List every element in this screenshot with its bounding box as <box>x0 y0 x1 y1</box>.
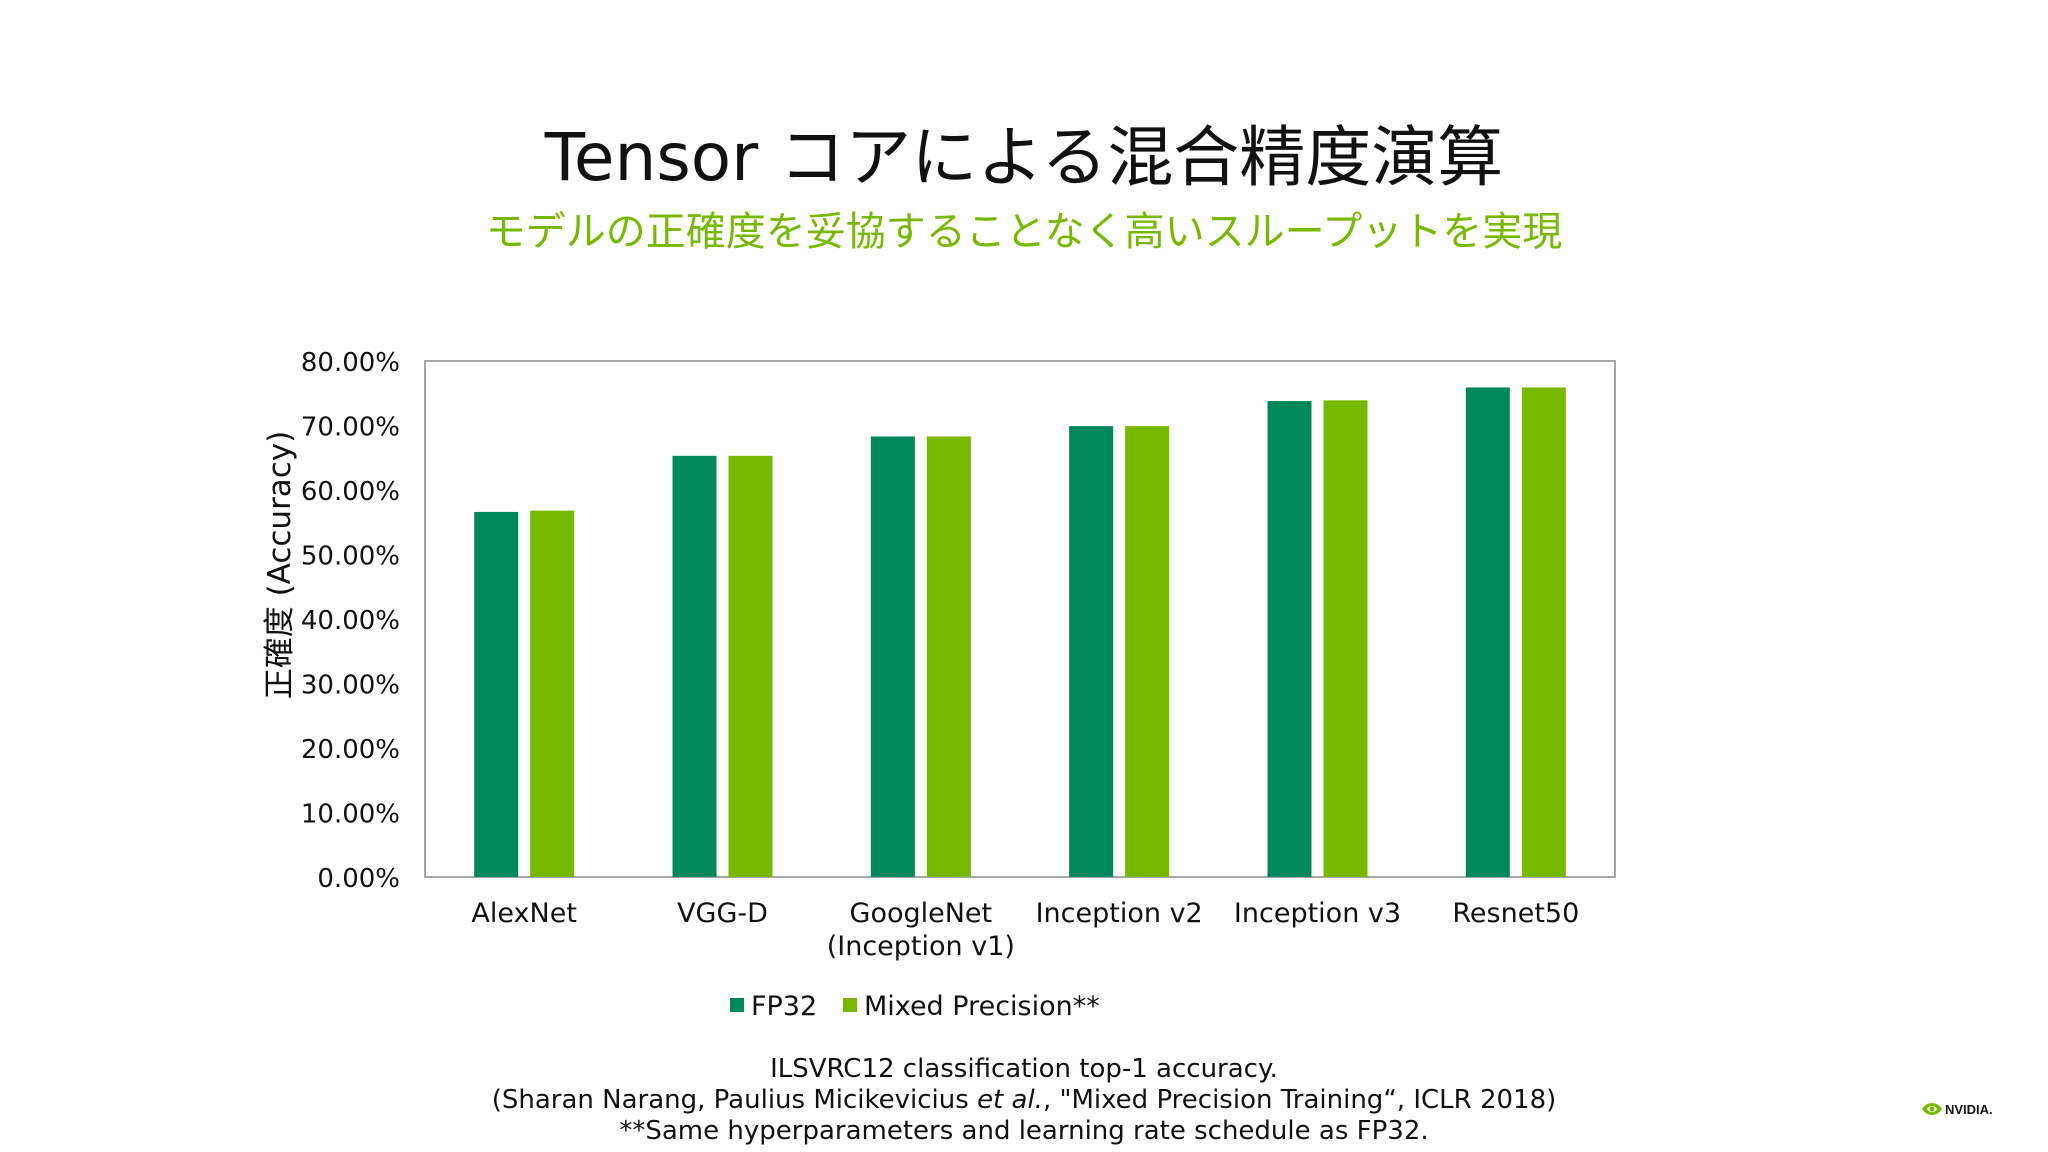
bar-mixed-precision <box>728 455 773 877</box>
citation-authors: (Sharan Narang, Paulius Micikevicius <box>491 1085 978 1115</box>
legend-label-fp32: FP32 <box>751 991 817 1022</box>
x-tick-label: (Inception v1) <box>827 931 1015 962</box>
y-tick-label: 20.00% <box>301 735 400 765</box>
footnote-hyperparameters: **Same hyperparameters and learning rate… <box>619 1116 1429 1146</box>
y-axis-tick-labels: 0.00% 10.00% 20.00% 30.00% 40.00% 50.00% 60.00… <box>301 348 400 894</box>
y-tick-label: 0.00% <box>317 864 400 894</box>
y-tick-label: 10.00% <box>301 800 400 830</box>
bar-mixed-precision <box>926 436 971 877</box>
x-tick-label: Inception v3 <box>1234 898 1401 929</box>
y-tick-label: 60.00% <box>301 477 400 507</box>
bar-fp32 <box>672 455 717 877</box>
bar-mixed-precision <box>1125 426 1170 877</box>
nvidia-eye-icon <box>1922 1103 1942 1115</box>
x-axis-tick-labels: AlexNet VGG-D GoogleNet(Inception v1) Incep… <box>471 898 1579 962</box>
y-tick-label: 70.00% <box>301 413 400 443</box>
bar-series-group <box>474 387 1566 877</box>
y-tick-label: 80.00% <box>301 348 400 378</box>
legend-swatch-mixed-precision <box>843 998 857 1012</box>
legend-label-mixed-precision: Mixed Precision** <box>864 991 1100 1022</box>
slide-title: Tensor コアによる混合精度演算 <box>544 119 1504 196</box>
nvidia-logo: NVIDIA. <box>1920 1098 2010 1120</box>
footnotes: ILSVRC12 classification top-1 accuracy. … <box>0 1054 2048 1147</box>
bar-mixed-precision <box>530 510 575 877</box>
bar-fp32 <box>1069 426 1114 877</box>
x-tick-label: Resnet50 <box>1452 898 1579 929</box>
bar-mixed-precision <box>1323 400 1368 877</box>
plot-area-frame <box>424 360 1616 878</box>
x-tick-label: GoogleNet <box>850 898 993 929</box>
x-tick-label: Inception v2 <box>1036 898 1203 929</box>
y-tick-label: 40.00% <box>301 606 400 636</box>
x-tick-label: VGG-D <box>677 898 768 929</box>
legend-swatch-fp32 <box>730 998 744 1012</box>
y-tick-label: 30.00% <box>301 671 400 701</box>
citation-et-al: et al. <box>977 1085 1043 1115</box>
y-axis-label: 正確度 (Accuracy) <box>262 431 298 700</box>
bar-fp32 <box>1267 400 1312 877</box>
bar-mixed-precision <box>1521 387 1566 877</box>
x-tick-label: AlexNet <box>471 898 576 929</box>
footnote-citation: (Sharan Narang, Paulius Micikevicius et … <box>0 1085 2048 1116</box>
bar-fp32 <box>1465 387 1510 877</box>
slide-subtitle: モデルの正確度を妥協することなく高いスループットを実現 <box>485 209 1563 255</box>
footnote-dataset: ILSVRC12 classification top-1 accuracy. <box>770 1054 1278 1084</box>
chart-legend: FP32 Mixed Precision** <box>730 991 1100 1022</box>
y-tick-label: 50.00% <box>301 542 400 572</box>
bar-fp32 <box>870 436 915 877</box>
citation-venue: , "Mixed Precision Training“, ICLR 2018) <box>1042 1085 1557 1115</box>
nvidia-wordmark: NVIDIA. <box>1945 1102 1993 1117</box>
bar-fp32 <box>474 511 519 877</box>
